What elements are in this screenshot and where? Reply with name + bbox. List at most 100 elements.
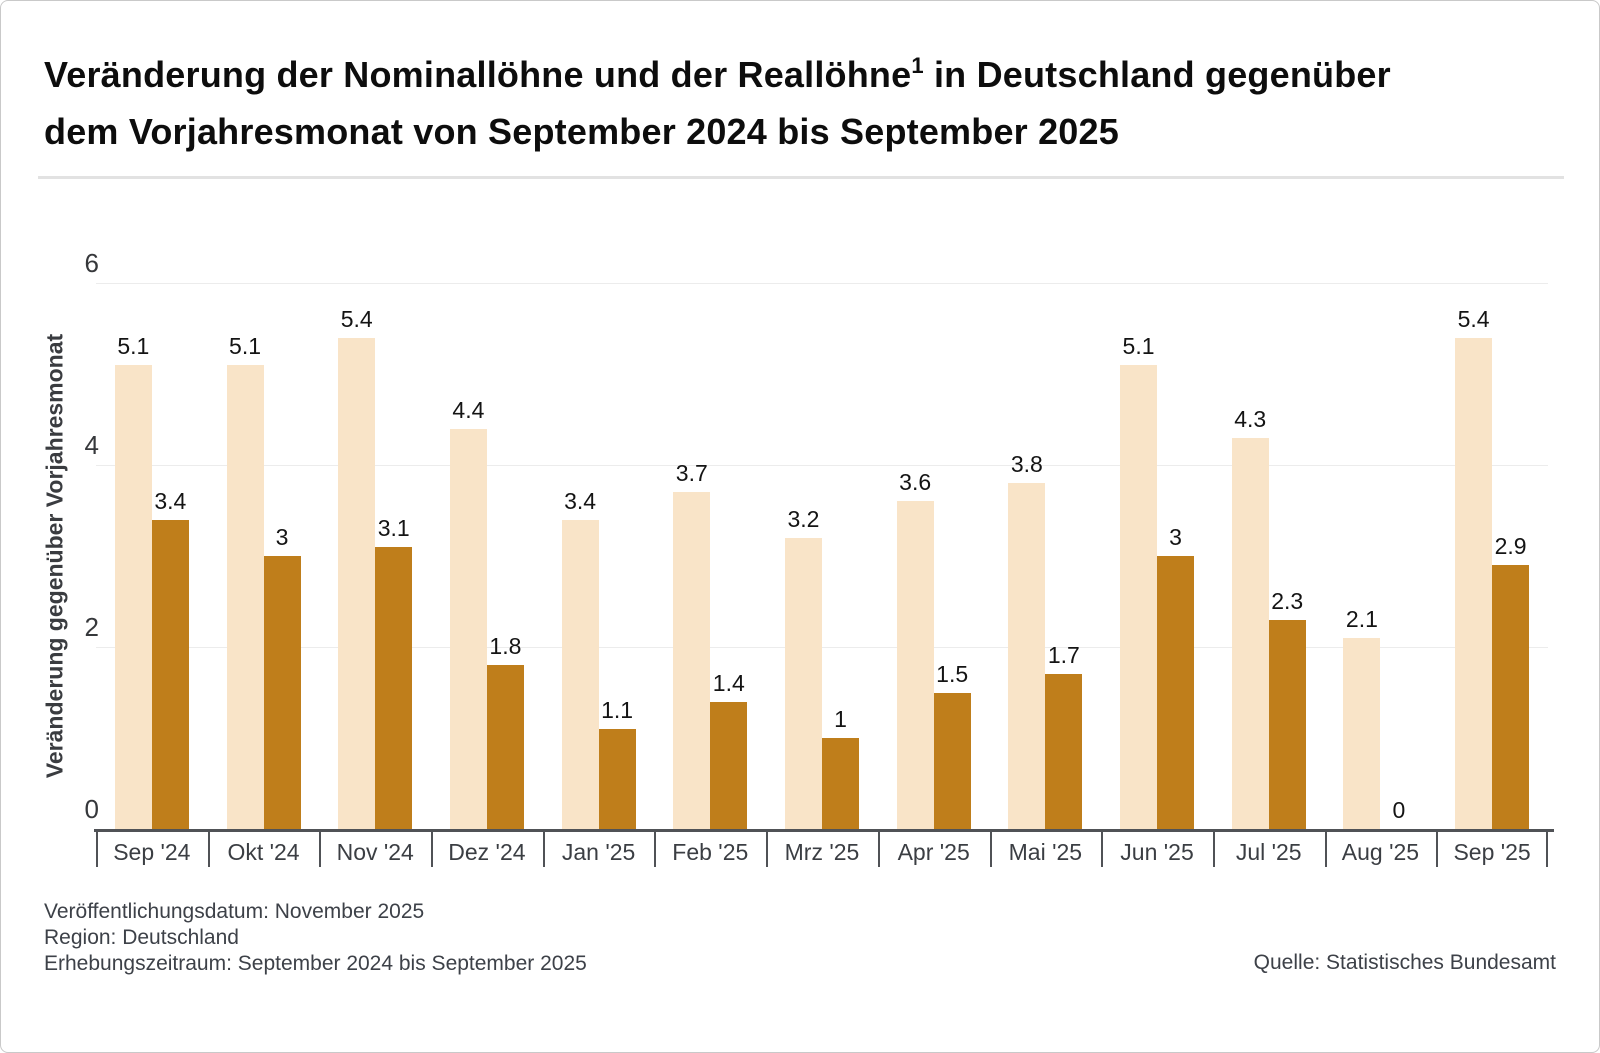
survey-period: Erhebungszeitraum: September 2024 bis Se…: [44, 952, 587, 975]
chart-title: Veränderung der Nominallöhne und der Rea…: [44, 49, 1564, 158]
bar-nominallöhne: 5.1: [1120, 333, 1158, 829]
bar-nominallöhne: 3.8: [1008, 451, 1046, 829]
x-axis-tick: [542, 829, 545, 867]
bar-group: 5.1 3: [1101, 283, 1213, 829]
x-axis-label: Okt '24: [227, 839, 300, 865]
bar-value-label: 5.1: [117, 332, 150, 359]
chart-title-line2: dem Vorjahresmonat von September 2024 bi…: [44, 111, 1119, 152]
bar-group: 5.1 3.4: [96, 283, 208, 829]
bar-nominallöhne: 3.7: [673, 460, 711, 829]
x-axis-label: Mai '25: [1008, 839, 1083, 865]
x-axis-label: Aug '25: [1341, 839, 1420, 865]
bar-group: 5.1 3: [208, 283, 320, 829]
bar-value-label: 5.4: [340, 305, 373, 332]
x-axis-tick: [207, 829, 210, 867]
x-axis-label: Apr '25: [897, 839, 970, 865]
x-axis-label: Jan '25: [561, 839, 636, 865]
bar-value-label: 3.4: [154, 487, 187, 514]
x-axis-label: Feb '25: [672, 839, 749, 865]
bar-value-label: 3.8: [1010, 451, 1043, 478]
bar-group: 3.6 1.5: [878, 283, 990, 829]
bar-value-label: 3: [275, 524, 289, 550]
x-axis-tick: [989, 829, 992, 867]
bar-nominallöhne: 3.2: [784, 506, 822, 829]
bar-value-label: 5.4: [1457, 305, 1490, 332]
x-axis-tick: [1101, 829, 1104, 867]
bar-group: 3.2 1: [766, 283, 878, 829]
bar-nominallöhne: 3.6: [896, 469, 934, 829]
x-axis-tick: [1324, 829, 1327, 867]
y-tick-label-2: 2: [84, 612, 99, 642]
bar-nominallöhne: 5.4: [338, 306, 376, 829]
bar-nominallöhne: 3.4: [561, 488, 599, 829]
y-tick-label-0: 0: [84, 794, 99, 824]
gridline-4: [96, 465, 1548, 466]
bar-reallöhne: 2.3: [1268, 588, 1306, 829]
bar-nominallöhne: 5.4: [1455, 306, 1493, 829]
bar-nominallöhne: 4.4: [449, 397, 487, 829]
bar-reallöhne: 2.9: [1492, 533, 1530, 829]
footer-metadata: Veröffentlichungsdatum: November 2025 Re…: [44, 899, 587, 977]
source-attribution: Quelle: Statistisches Bundesamt: [1253, 951, 1556, 974]
bar-value-label: 3.1: [377, 514, 410, 541]
bar-value-label: 1.5: [936, 660, 969, 687]
bar-group: 3.7 1.4: [654, 283, 766, 829]
bars-row: 5.1 3.4 5.1 3 5.4 3.1 4.4 1.8 3.4 1.1 3.7 1.4 3.2 1 3.…: [96, 283, 1548, 829]
title-separator: [38, 176, 1564, 179]
y-axis-title: Veränderung gegenüber Vorjahresmonat: [41, 333, 68, 779]
x-axis-label: Sep '25: [1453, 839, 1531, 865]
x-axis-labels: Sep '24 Okt '24 Nov '24 Dez '24 Jan '25 Feb '…: [96, 835, 1548, 866]
x-axis-line: [94, 829, 1554, 832]
bar-reallöhne: 3: [1157, 524, 1195, 829]
x-axis-tick: [766, 829, 769, 867]
bar-nominallöhne: 5.1: [114, 333, 152, 829]
bar-reallöhne: 1.8: [486, 633, 524, 829]
gridline-6: [96, 283, 1548, 284]
bar-group: 3.4 1.1: [543, 283, 655, 829]
gridline-2: [96, 647, 1548, 648]
region: Region: Deutschland: [44, 926, 239, 949]
bar-group: 5.4 3.1: [319, 283, 431, 829]
x-axis-tick: [1212, 829, 1215, 867]
bar-value-label: 2.3: [1271, 587, 1304, 614]
bar-value-label: 3.6: [899, 469, 932, 496]
y-tick-label-6: 6: [84, 248, 99, 278]
bar-value-label: 3.7: [675, 460, 708, 487]
x-axis-tick: [96, 829, 98, 867]
bar-group: 4.3 2.3: [1213, 283, 1325, 829]
x-axis-label: Mrz '25: [784, 839, 860, 865]
bar-group: 4.4 1.8: [431, 283, 543, 829]
bar-value-label: 1.7: [1047, 642, 1080, 669]
bar-reallöhne: 1.7: [1045, 642, 1083, 829]
x-axis-label: Nov '24: [336, 839, 414, 865]
bar-value-label: 4.3: [1234, 405, 1267, 432]
footnote-superscript: 1: [911, 53, 924, 78]
bar-reallöhne: 1.1: [598, 697, 636, 829]
y-tick-label-4: 4: [84, 430, 99, 460]
bar-reallöhne: 3.1: [375, 515, 413, 829]
x-axis-tick: [1436, 829, 1439, 867]
bar-value-label: 1: [834, 706, 847, 732]
bar-nominallöhne: 5.1: [226, 333, 264, 829]
bar-value-label: 3: [1169, 524, 1182, 550]
bar-reallöhne: 1.4: [710, 670, 748, 829]
x-axis-tick: [431, 829, 434, 867]
bar-group: 3.8 1.7: [990, 283, 1102, 829]
bar-value-label: 3.2: [787, 505, 820, 532]
x-axis-tick: [877, 829, 880, 867]
bar-value-label: 1.8: [489, 633, 522, 660]
bar-value-label: 1.1: [601, 696, 634, 723]
x-axis-tick: [654, 829, 657, 867]
bar-value-label: 2.9: [1494, 533, 1527, 560]
x-axis-ticks: [96, 829, 1548, 869]
publication-date: Veröffentlichungsdatum: November 2025: [44, 900, 425, 923]
bar-group: 5.4 2.9: [1436, 283, 1548, 829]
bar-nominallöhne: 4.3: [1231, 406, 1269, 829]
bar-value-label: 3.4: [564, 487, 597, 514]
bar-reallöhne: 1: [821, 706, 859, 829]
bar-value-label: 1.4: [712, 669, 745, 696]
x-axis-label: Sep '24: [113, 839, 191, 865]
bar-group: 2.1 0: [1325, 283, 1437, 829]
x-axis-label: Jul '25: [1235, 839, 1302, 865]
